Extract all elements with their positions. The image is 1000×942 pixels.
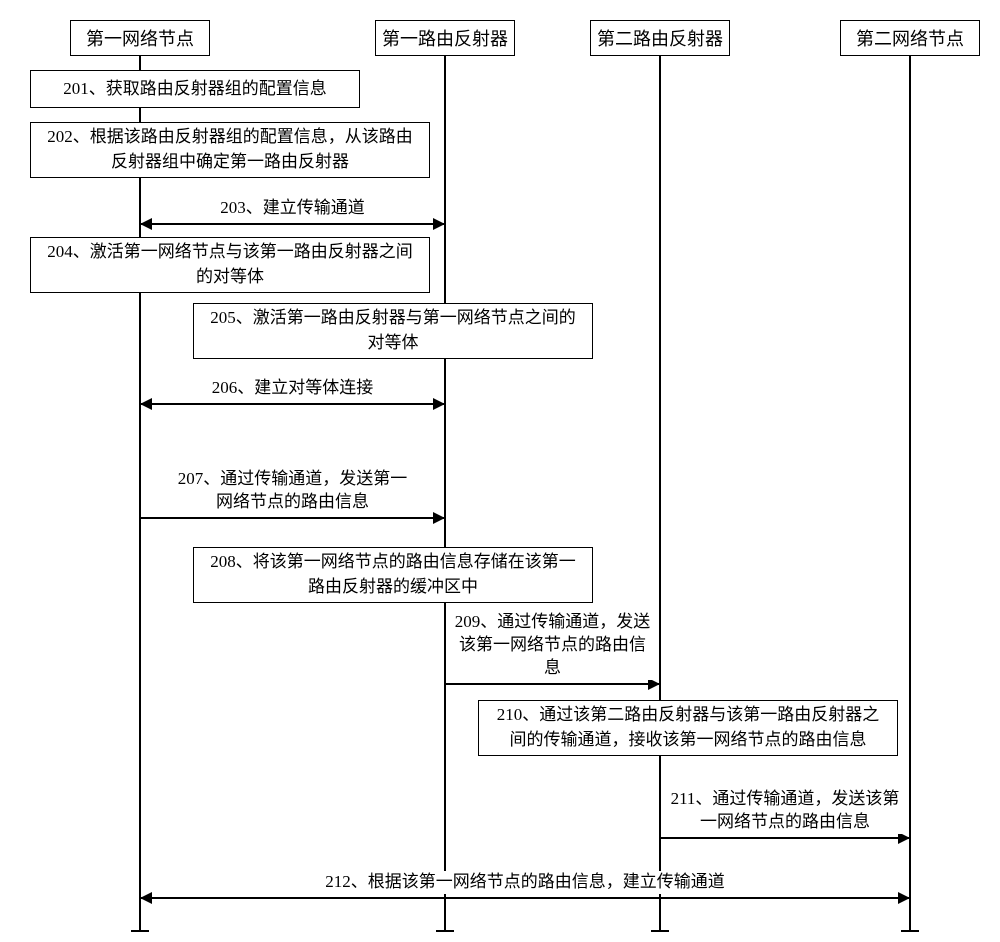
lifeline bbox=[909, 56, 911, 930]
arrow-head-icon bbox=[433, 218, 445, 230]
arrow-head-icon bbox=[433, 398, 445, 410]
lifeline bbox=[444, 56, 446, 930]
message-arrow bbox=[140, 223, 445, 225]
lifeline-cap bbox=[651, 930, 669, 932]
message-arrow bbox=[140, 897, 910, 899]
message-label: 206、建立对等体连接 bbox=[183, 377, 403, 400]
lifeline bbox=[139, 56, 141, 930]
step-box: 208、将该第一网络节点的路由信息存储在该第一路由反射器的缓冲区中 bbox=[193, 547, 593, 603]
lifeline-cap bbox=[901, 930, 919, 932]
arrow-head-icon bbox=[140, 398, 152, 410]
message-arrow bbox=[140, 403, 445, 405]
step-box: 205、激活第一路由反射器与第一网络节点之间的对等体 bbox=[193, 303, 593, 359]
participant-header: 第二网络节点 bbox=[840, 20, 980, 56]
step-box: 201、获取路由反射器组的配置信息 bbox=[30, 70, 360, 108]
arrow-head-icon bbox=[433, 512, 445, 524]
participant-header: 第一路由反射器 bbox=[375, 20, 515, 56]
message-label: 207、通过传输通道，发送第一网络节点的路由信息 bbox=[173, 468, 413, 514]
message-label: 212、根据该第一网络节点的路由信息，建立传输通道 bbox=[305, 871, 745, 894]
sequence-diagram: 第一网络节点 第一路由反射器 第二路由反射器 第二网络节点 201、获取路由反射器组的配… bbox=[0, 0, 1000, 942]
arrow-head-icon bbox=[898, 892, 910, 904]
message-label: 209、通过传输通道，发送该第一网络节点的路由信息 bbox=[448, 611, 658, 680]
lifeline-cap bbox=[436, 930, 454, 932]
arrow-head-icon bbox=[140, 892, 152, 904]
step-box: 202、根据该路由反射器组的配置信息，从该路由反射器组中确定第一路由反射器 bbox=[30, 122, 430, 178]
message-arrow bbox=[445, 683, 660, 685]
lifeline-cap bbox=[131, 930, 149, 932]
lifeline bbox=[659, 56, 661, 930]
participant-header: 第一网络节点 bbox=[70, 20, 210, 56]
step-box: 210、通过该第二路由反射器与该第一路由反射器之间的传输通道，接收该第一网络节点… bbox=[478, 700, 898, 756]
message-label: 203、建立传输通道 bbox=[193, 197, 393, 220]
step-box: 204、激活第一网络节点与该第一路由反射器之间的对等体 bbox=[30, 237, 430, 293]
message-arrow bbox=[660, 837, 910, 839]
arrow-head-icon bbox=[140, 218, 152, 230]
message-label: 211、通过传输通道，发送该第一网络节点的路由信息 bbox=[665, 788, 905, 834]
participant-header: 第二路由反射器 bbox=[590, 20, 730, 56]
message-arrow bbox=[140, 517, 445, 519]
